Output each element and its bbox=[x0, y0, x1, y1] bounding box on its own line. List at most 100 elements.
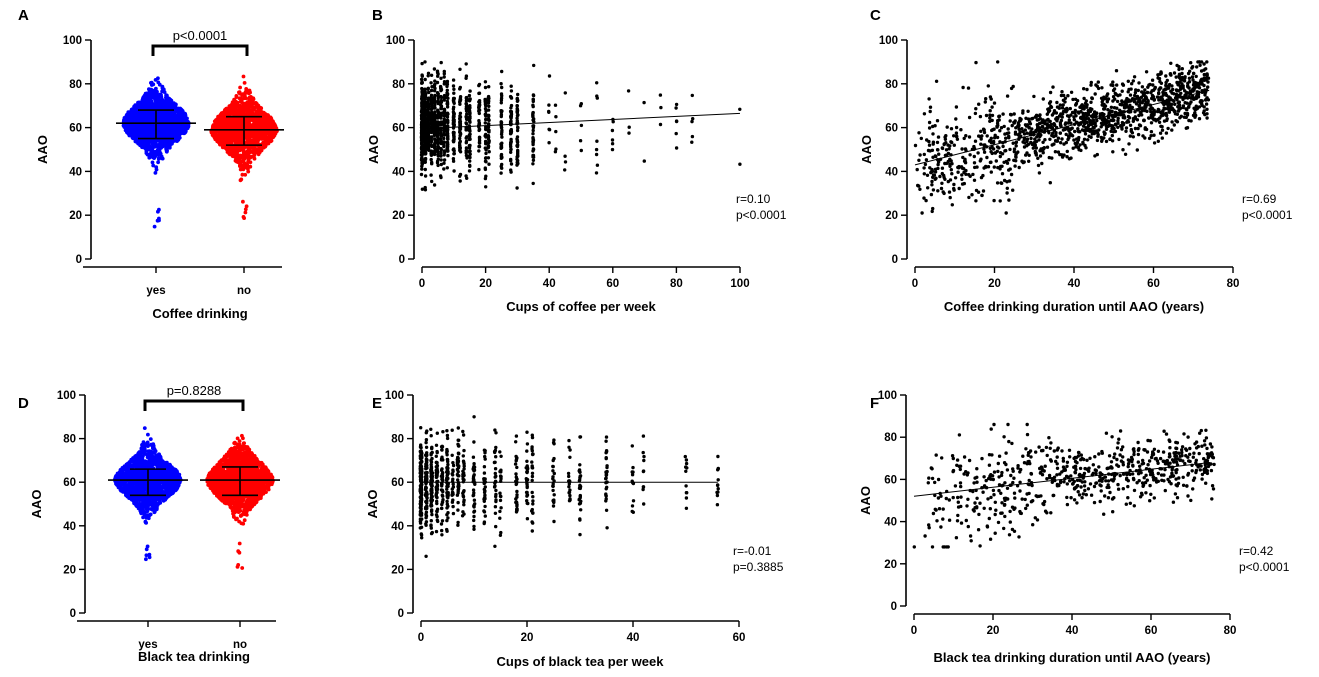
data-point bbox=[439, 87, 443, 91]
data-point bbox=[532, 63, 536, 68]
data-point bbox=[486, 101, 491, 105]
data-point bbox=[439, 158, 443, 162]
data-point bbox=[467, 99, 472, 103]
data-point bbox=[487, 118, 491, 122]
data-point bbox=[243, 210, 248, 215]
data-point bbox=[578, 139, 583, 143]
data-point bbox=[143, 112, 148, 116]
data-point bbox=[247, 155, 252, 160]
data-point bbox=[1041, 97, 1046, 101]
data-point bbox=[468, 149, 472, 153]
data-point bbox=[179, 111, 184, 116]
data-point bbox=[226, 145, 231, 150]
data-point bbox=[1008, 119, 1012, 123]
data-point bbox=[251, 107, 256, 112]
data-point bbox=[232, 109, 237, 114]
data-point bbox=[433, 93, 437, 98]
data-point bbox=[271, 134, 276, 139]
data-point bbox=[446, 92, 450, 96]
data-point bbox=[1205, 116, 1209, 120]
data-point bbox=[486, 144, 490, 149]
data-point bbox=[486, 129, 491, 133]
data-point bbox=[218, 136, 223, 141]
data-point bbox=[181, 117, 186, 122]
data-point bbox=[484, 132, 488, 137]
data-point bbox=[153, 96, 158, 101]
y-axis-title: AAO bbox=[859, 135, 874, 164]
data-point bbox=[467, 169, 472, 173]
data-point bbox=[156, 156, 161, 161]
data-point bbox=[224, 107, 229, 111]
data-point bbox=[134, 139, 139, 144]
data-point bbox=[429, 135, 434, 139]
data-point bbox=[1109, 83, 1113, 87]
data-point bbox=[531, 93, 536, 97]
data-point bbox=[439, 99, 443, 103]
data-point bbox=[531, 136, 535, 140]
swarm-yes bbox=[121, 76, 191, 229]
data-point bbox=[154, 86, 158, 91]
data-point bbox=[262, 123, 267, 128]
data-point bbox=[243, 207, 248, 212]
data-point bbox=[464, 99, 469, 103]
data-point bbox=[433, 132, 437, 137]
data-point bbox=[483, 85, 488, 90]
data-point bbox=[465, 112, 469, 116]
data-point bbox=[234, 102, 239, 106]
data-point bbox=[1166, 126, 1170, 131]
data-point bbox=[420, 99, 424, 103]
data-point bbox=[442, 72, 446, 76]
data-point bbox=[228, 141, 232, 145]
data-point bbox=[144, 151, 149, 156]
data-point bbox=[426, 139, 430, 143]
data-point bbox=[149, 116, 154, 120]
data-point bbox=[249, 111, 253, 115]
data-point bbox=[985, 134, 989, 138]
data-point bbox=[433, 116, 437, 120]
data-point bbox=[420, 141, 424, 145]
data-point bbox=[1007, 134, 1011, 139]
data-point bbox=[563, 91, 567, 95]
data-point bbox=[531, 128, 535, 133]
data-point bbox=[458, 148, 462, 153]
data-point bbox=[442, 107, 447, 112]
data-point bbox=[1056, 136, 1061, 140]
data-point bbox=[240, 93, 245, 97]
data-point bbox=[429, 138, 434, 142]
data-point bbox=[214, 118, 218, 123]
data-point bbox=[974, 199, 978, 203]
data-point bbox=[563, 168, 567, 172]
data-point bbox=[451, 159, 456, 163]
data-point bbox=[259, 110, 264, 114]
data-point bbox=[1126, 90, 1130, 94]
data-point bbox=[172, 111, 177, 115]
x-tick-label: no bbox=[237, 285, 251, 297]
data-point bbox=[936, 135, 941, 139]
y-tick-label: 20 bbox=[392, 210, 405, 222]
data-point bbox=[420, 73, 424, 77]
data-point bbox=[738, 162, 742, 166]
data-point bbox=[477, 111, 481, 116]
panel-letter: C bbox=[870, 7, 881, 24]
data-point bbox=[420, 90, 424, 94]
data-point bbox=[973, 111, 978, 116]
data-point bbox=[436, 108, 440, 112]
data-point bbox=[1070, 126, 1074, 130]
data-point bbox=[1001, 144, 1005, 149]
data-point bbox=[484, 160, 488, 164]
data-point bbox=[148, 87, 153, 92]
data-point bbox=[158, 101, 163, 105]
data-point bbox=[445, 82, 449, 86]
data-point bbox=[924, 158, 929, 162]
data-point bbox=[156, 80, 161, 85]
data-point bbox=[1175, 63, 1179, 68]
data-point bbox=[477, 144, 482, 149]
data-point bbox=[233, 120, 238, 125]
data-point bbox=[436, 113, 440, 117]
data-point bbox=[451, 114, 456, 118]
x-tick-label: 100 bbox=[730, 278, 749, 290]
data-point bbox=[445, 166, 449, 170]
x-tick-label: 80 bbox=[1227, 278, 1240, 290]
data-point bbox=[241, 199, 245, 204]
data-point bbox=[430, 99, 434, 104]
